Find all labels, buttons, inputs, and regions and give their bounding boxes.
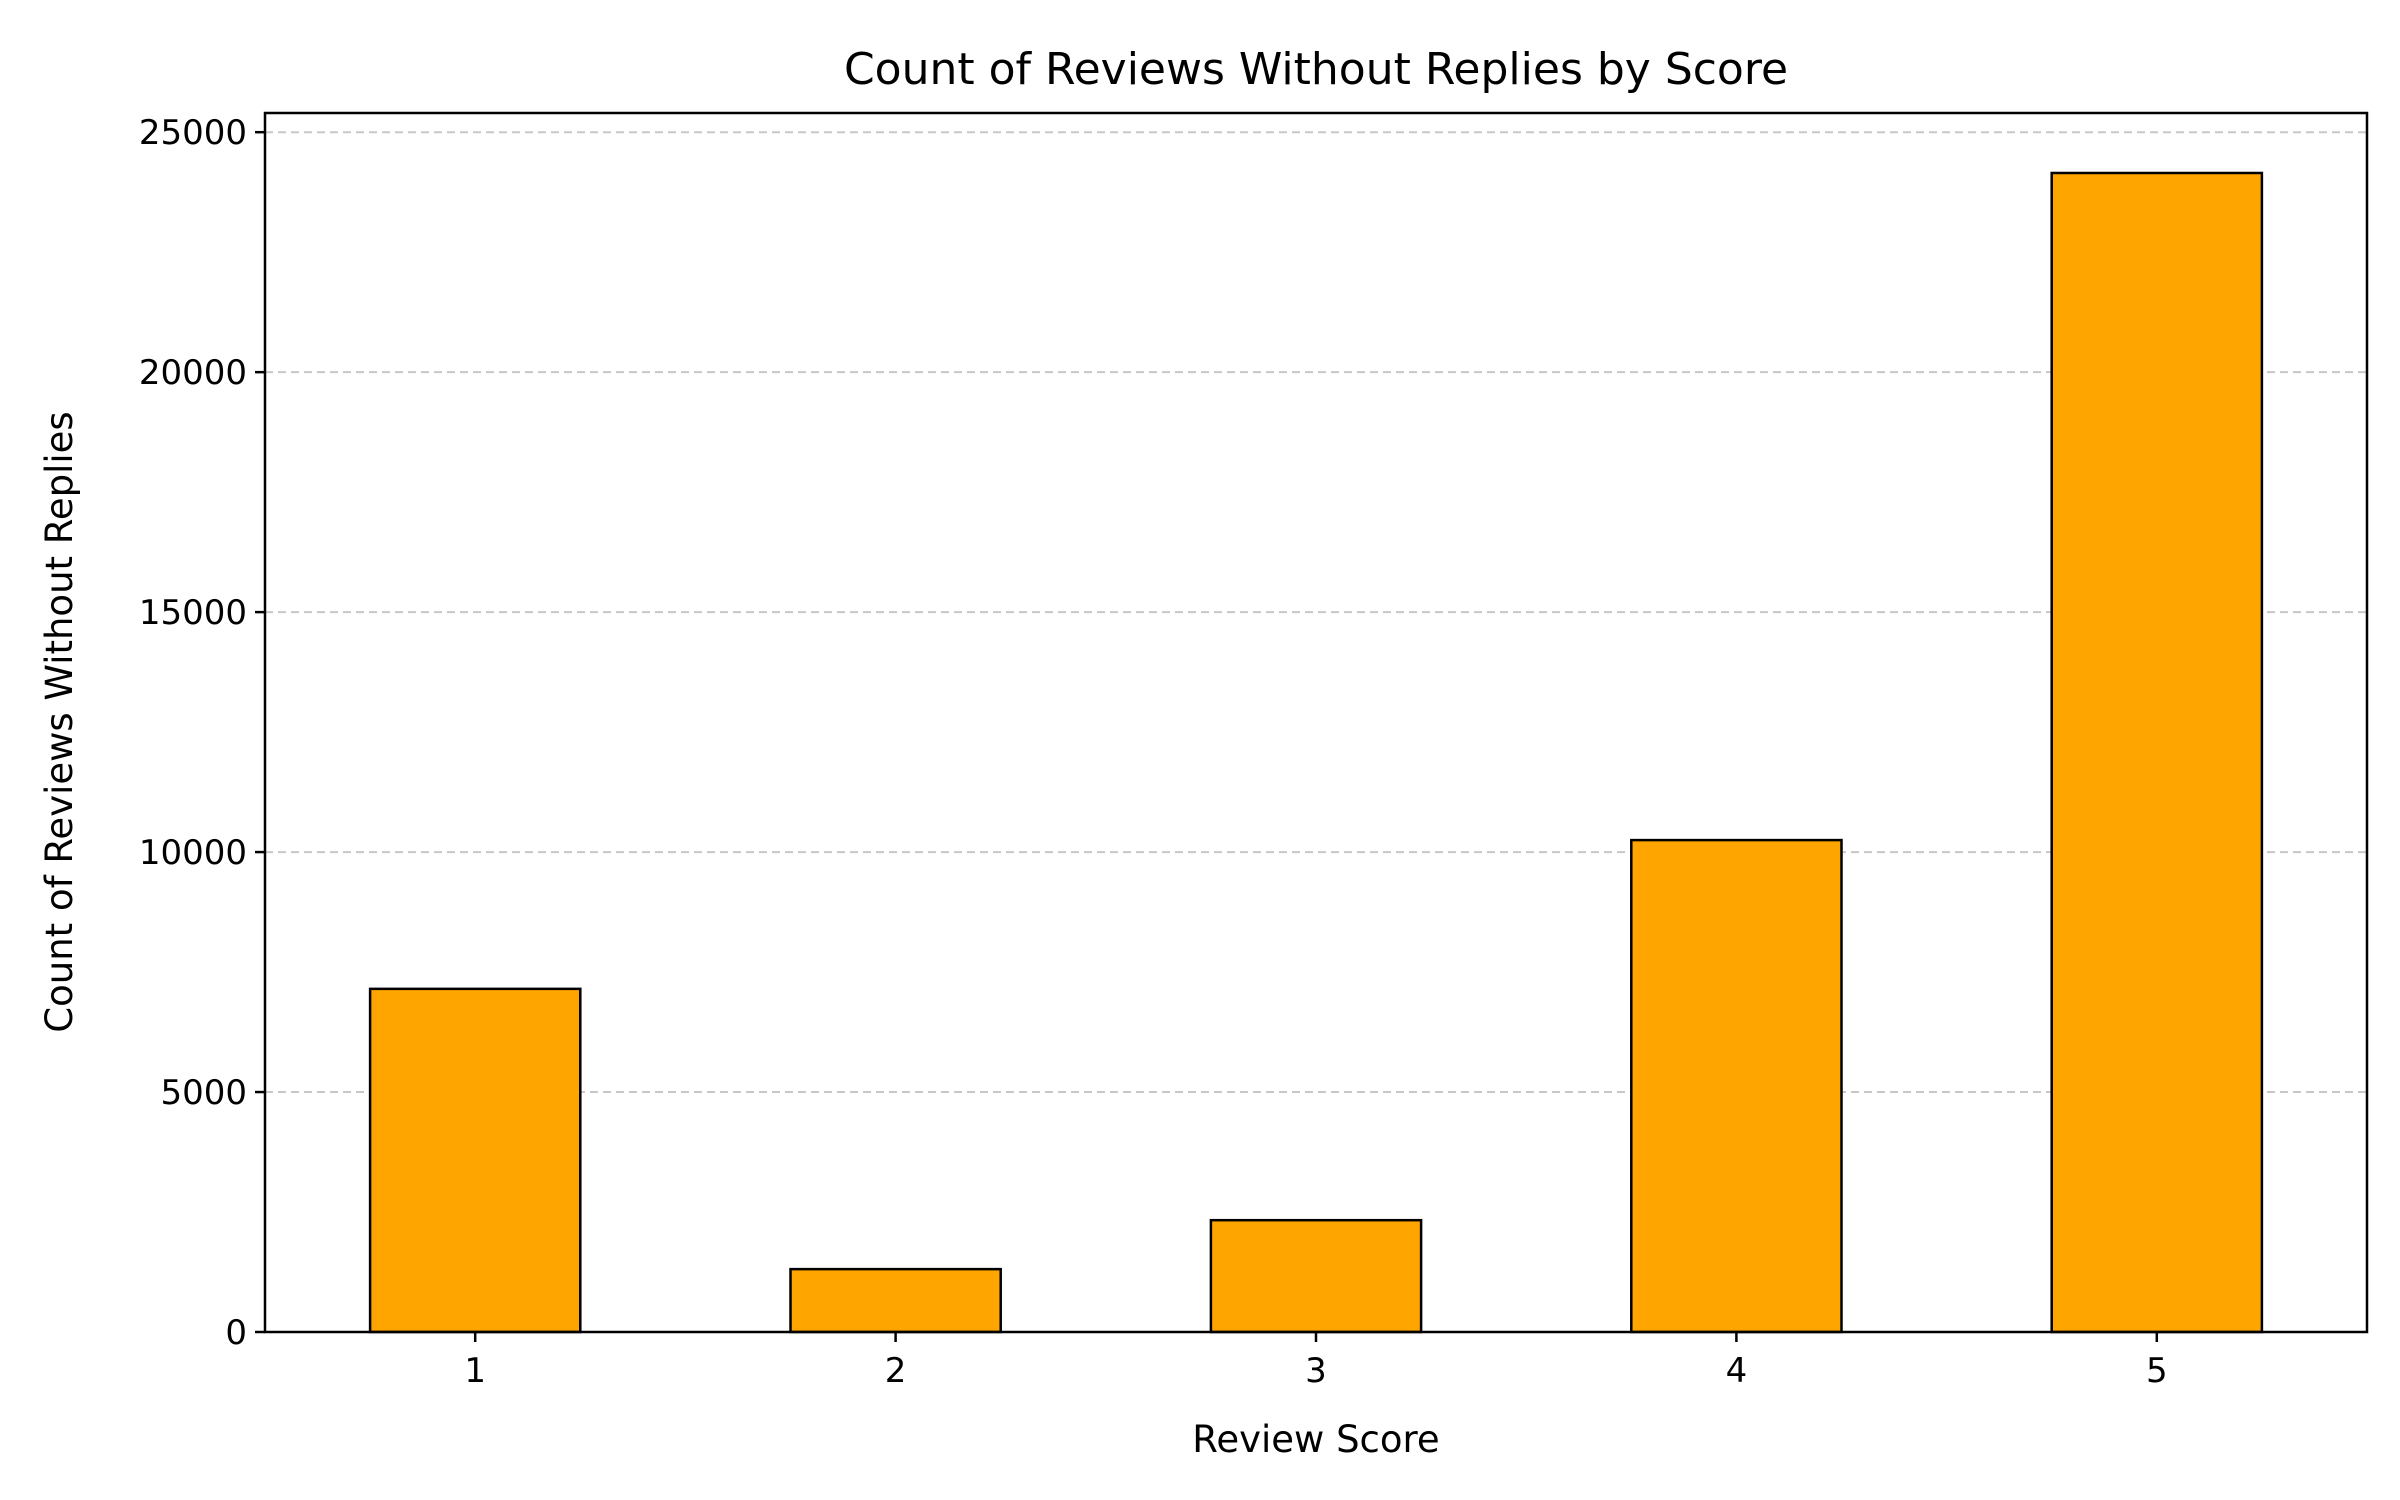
x-tick-label: 3: [1305, 1351, 1327, 1391]
bar-score-1: [368, 987, 582, 1334]
y-tick-label: 15000: [139, 593, 247, 633]
y-tick-label: 20000: [139, 353, 247, 393]
bars: [368, 171, 2264, 1334]
bar-score-3: [1209, 1218, 1423, 1334]
y-tick-label: 25000: [139, 113, 247, 153]
y-axis: 0 5000 10000 15000 20000 25000: [139, 113, 265, 1353]
bar-score-5: [2050, 171, 2264, 1334]
y-tick-label: 5000: [160, 1073, 247, 1113]
x-axis: 1 2 3 4 5: [464, 1332, 2168, 1391]
bar-score-4: [1630, 838, 1843, 1334]
x-tick-label: 5: [2146, 1351, 2168, 1391]
x-tick-label: 2: [885, 1351, 907, 1391]
bar-score-2: [789, 1267, 1002, 1334]
y-axis-title: Count of Reviews Without Replies: [38, 411, 81, 1032]
y-tick-label: 10000: [139, 833, 247, 873]
x-tick-label: 1: [464, 1351, 486, 1391]
y-tick-label: 0: [225, 1313, 247, 1353]
x-tick-label: 4: [1726, 1351, 1748, 1391]
x-axis-title: Review Score: [1192, 1418, 1439, 1461]
chart-title: Count of Reviews Without Replies by Scor…: [844, 44, 1788, 95]
